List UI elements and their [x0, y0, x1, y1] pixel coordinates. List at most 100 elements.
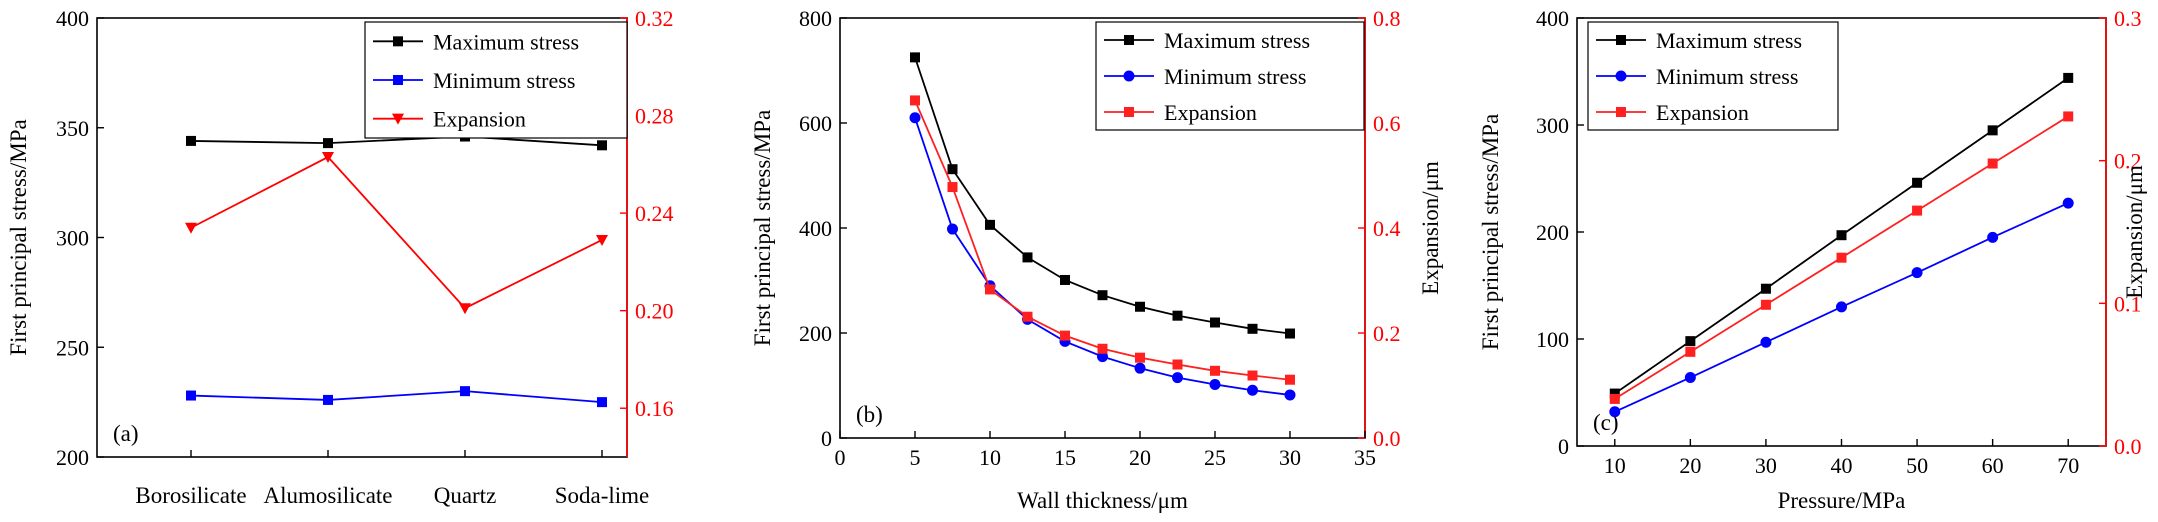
- legend-marker: [1124, 107, 1134, 117]
- series-3: [910, 95, 1295, 385]
- chart-panel-1: 200 250 300 350 400 0.16 0.20 0.24 0.28 0.32 Boros…: [6, 6, 674, 508]
- data-point: [1022, 311, 1033, 322]
- y2-tick-label: 0.20: [635, 299, 674, 324]
- data-point: [947, 223, 958, 235]
- y-tick-label: 300: [1536, 113, 1569, 138]
- legend-marker: [1616, 35, 1626, 45]
- data-point: [186, 390, 196, 401]
- data-point: [1134, 362, 1146, 374]
- x-tick-label: 30: [1755, 453, 1777, 478]
- data-point: [1760, 299, 1771, 310]
- data-point: [323, 138, 333, 149]
- data-point: [1284, 389, 1296, 401]
- legend-marker: [1615, 70, 1627, 82]
- x-tick-label: 50: [1906, 453, 1928, 478]
- data-point: [1836, 301, 1847, 313]
- legend: Maximum stress Minimum stress Expansion: [364, 21, 628, 139]
- x-tick-label: 20: [1129, 445, 1151, 470]
- data-point: [1060, 330, 1070, 341]
- series-2: [909, 112, 1296, 401]
- data-point: [186, 135, 196, 146]
- y-tick-label: 300: [56, 226, 89, 251]
- chart-panel-3: 0 100 200 300 400 0.0 0.1 0.2 0.3 10 20 30 40 50 60 70 P…: [1478, 6, 2147, 513]
- legend-marker: [393, 36, 403, 47]
- legend-marker: [1616, 107, 1626, 117]
- data-point: [322, 152, 334, 164]
- y-tick-label: 400: [1536, 6, 1569, 31]
- series-1: [1609, 72, 2074, 399]
- y-tick-label: 600: [799, 111, 832, 136]
- x-tick-label: 5: [910, 445, 921, 470]
- y2-tick-label: 0.32: [635, 6, 674, 31]
- data-point: [2063, 111, 2074, 122]
- x-tick-label: 40: [1831, 453, 1853, 478]
- series-line: [190, 155, 603, 310]
- legend: Maximum stress Minimum stress Expansion: [1095, 21, 1365, 131]
- data-point: [1285, 374, 1295, 385]
- x-tick-label: 70: [2057, 453, 2079, 478]
- y-tick-label: 200: [56, 445, 89, 470]
- y-tick-label: 0: [821, 426, 832, 451]
- data-point: [1987, 231, 1999, 243]
- x-category-label: Quartz: [434, 483, 497, 508]
- series-line: [914, 100, 1291, 381]
- x-axis-label: Pressure/MPa: [1778, 488, 1906, 513]
- y2-tick-label: 0.4: [1373, 216, 1401, 241]
- y2-tick-label: 0.0: [2114, 434, 2142, 459]
- series-3: [185, 152, 608, 315]
- x-tick-label: 20: [1679, 453, 1701, 478]
- data-point: [1135, 301, 1145, 312]
- series-line: [190, 390, 603, 404]
- y2-tick-label: 0.6: [1373, 111, 1401, 136]
- data-point: [947, 164, 958, 175]
- data-point: [323, 394, 333, 405]
- data-point: [460, 386, 470, 397]
- data-point: [2063, 72, 2074, 83]
- legend-label: Maximum stress: [1656, 28, 1802, 53]
- legend-label: Minimum stress: [1656, 64, 1798, 89]
- data-point: [1609, 393, 1620, 404]
- data-point: [1609, 388, 1620, 399]
- y-tick-label: 400: [799, 216, 832, 241]
- y2-tick-label: 0.3: [2114, 6, 2142, 31]
- data-point: [1209, 378, 1221, 390]
- x-tick-label: 10: [979, 445, 1001, 470]
- data-point: [1097, 351, 1108, 363]
- data-point: [1760, 336, 1772, 348]
- data-point: [910, 52, 920, 63]
- y2-tick-label: 0.2: [2114, 149, 2142, 174]
- x-category-label: Soda-lime: [555, 483, 650, 508]
- data-point: [1172, 359, 1183, 370]
- data-point: [597, 140, 607, 151]
- data-point: [1135, 352, 1145, 363]
- y2-tick-label: 0.28: [635, 104, 674, 129]
- y-tick-label: 400: [56, 6, 89, 31]
- legend-label: Expansion: [433, 107, 526, 132]
- legend: Maximum stress Minimum stress Expansion: [1587, 21, 1839, 131]
- data-point: [596, 234, 608, 246]
- y-tick-label: 200: [1536, 220, 1569, 245]
- data-point: [985, 219, 995, 230]
- x-tick-label: 15: [1054, 445, 1076, 470]
- x-tick-label: 30: [1279, 445, 1301, 470]
- data-point: [1912, 177, 1923, 188]
- data-point: [1987, 158, 1998, 169]
- data-point: [1097, 343, 1108, 354]
- y-axis-label: First principal stress/MPa: [1478, 114, 1503, 350]
- panel-label: (a): [113, 421, 139, 446]
- data-point: [2062, 197, 2074, 209]
- x-category-label: Borosilicate: [135, 483, 246, 508]
- series-line: [190, 135, 603, 147]
- data-point: [1247, 384, 1258, 396]
- y-tick-label: 800: [799, 6, 832, 31]
- x-tick-label: 35: [1354, 445, 1376, 470]
- legend-marker: [1123, 70, 1135, 82]
- legend-label: Maximum stress: [433, 29, 579, 54]
- legend-label: Maximum stress: [1164, 28, 1310, 53]
- chart-panel-2: 0 200 400 600 800 0.0 0.2 0.4 0.6 0.8 0 5 10 15 20 25 30…: [750, 6, 1443, 513]
- y-axis-label: First principal stress/MPa: [750, 110, 775, 346]
- y-tick-label: 0: [1558, 434, 1569, 459]
- data-point: [1760, 283, 1771, 294]
- data-point: [1987, 125, 1998, 136]
